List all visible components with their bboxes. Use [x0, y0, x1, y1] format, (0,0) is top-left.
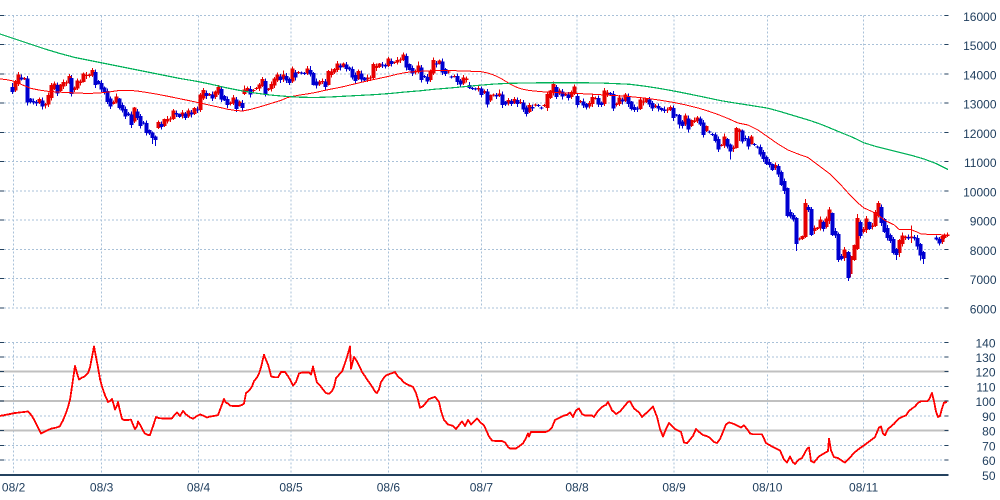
svg-text:7000: 7000 [970, 273, 997, 287]
svg-text:12000: 12000 [963, 127, 997, 141]
svg-text:100: 100 [975, 395, 995, 409]
svg-text:50: 50 [982, 469, 996, 483]
svg-text:08/6: 08/6 [377, 481, 401, 495]
svg-text:70: 70 [982, 439, 996, 453]
svg-text:90: 90 [982, 410, 996, 424]
svg-text:08/2: 08/2 [2, 481, 26, 495]
svg-text:10000: 10000 [963, 185, 997, 199]
svg-text:110: 110 [976, 381, 995, 395]
svg-text:08/5: 08/5 [279, 481, 303, 495]
svg-text:120: 120 [975, 366, 995, 380]
svg-text:140: 140 [975, 336, 995, 350]
svg-text:08/4: 08/4 [187, 481, 211, 495]
svg-text:13000: 13000 [963, 98, 997, 112]
svg-text:9000: 9000 [970, 215, 997, 229]
svg-text:6000: 6000 [970, 302, 997, 316]
svg-text:08/11: 08/11 [849, 481, 878, 495]
svg-text:08/7: 08/7 [470, 481, 494, 495]
svg-text:14000: 14000 [963, 68, 997, 82]
svg-text:11000: 11000 [964, 156, 997, 170]
svg-text:8000: 8000 [970, 244, 997, 258]
svg-text:08/9: 08/9 [662, 481, 686, 495]
svg-text:60: 60 [982, 454, 996, 468]
svg-text:16000: 16000 [963, 10, 997, 24]
svg-text:80: 80 [982, 425, 996, 439]
svg-text:08/8: 08/8 [565, 481, 589, 495]
svg-text:130: 130 [975, 351, 995, 365]
svg-text:08/10: 08/10 [752, 481, 782, 495]
svg-text:08/3: 08/3 [90, 481, 114, 495]
svg-text:15000: 15000 [963, 39, 997, 53]
